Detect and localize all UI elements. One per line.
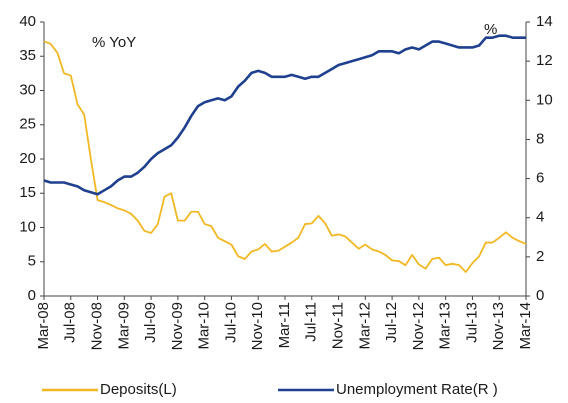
x-tick-label: Nov-11 (330, 302, 347, 349)
x-tick-label: Mar-10 (196, 302, 213, 350)
x-tick-label: Nov-13 (490, 302, 507, 350)
x-tick-label: Mar-09 (115, 302, 132, 350)
x-tick-label: Jul-13 (463, 302, 480, 343)
x-tick-label: Mar-14 (517, 302, 534, 350)
y2-tick-label: 6 (536, 170, 544, 187)
y-tick-label: 15 (19, 184, 36, 201)
x-tick-label: Mar-11 (276, 302, 293, 348)
y2-tick-label: 4 (536, 209, 544, 226)
x-tick-label: Nov-08 (89, 302, 106, 350)
y-tick-label: 10 (19, 218, 36, 235)
y-tick-label: 35 (19, 47, 36, 64)
y2-tick-label: 2 (536, 248, 544, 265)
y2-tick-label: 0 (536, 287, 544, 304)
x-tick-label: Jul-11 (303, 302, 320, 342)
y-tick-label: 0 (28, 287, 36, 304)
annotation: % (484, 21, 497, 38)
y2-tick-label: 14 (536, 13, 553, 30)
x-tick-label: Jul-08 (62, 302, 79, 343)
series-line (43, 40, 527, 273)
x-tick-label: Nov-09 (169, 302, 186, 350)
x-tick-label: Mar-08 (35, 302, 52, 350)
x-tick-label: Jul-09 (142, 302, 159, 343)
x-tick-label: Mar-12 (356, 302, 373, 350)
x-tick-label: Jul-12 (383, 302, 400, 343)
y-tick-label: 30 (19, 81, 36, 98)
legend-label: Unemployment Rate(R ) (336, 381, 498, 398)
y-tick-label: 5 (28, 253, 36, 270)
x-tick-label: Mar-13 (437, 302, 454, 350)
x-tick-label: Nov-12 (410, 302, 427, 350)
y-tick-label: 20 (19, 150, 36, 167)
legend-label: Deposits(L) (100, 381, 177, 398)
y2-tick-label: 8 (536, 130, 544, 147)
y2-tick-label: 10 (536, 91, 553, 108)
y2-tick-label: 12 (536, 52, 553, 69)
y-tick-label: 25 (19, 116, 36, 133)
series-line (43, 34, 526, 196)
annotation: % YoY (92, 34, 136, 51)
x-tick-label: Nov-10 (249, 302, 266, 350)
x-tick-label: Jul-10 (222, 302, 239, 343)
y-tick-label: 40 (19, 13, 36, 30)
